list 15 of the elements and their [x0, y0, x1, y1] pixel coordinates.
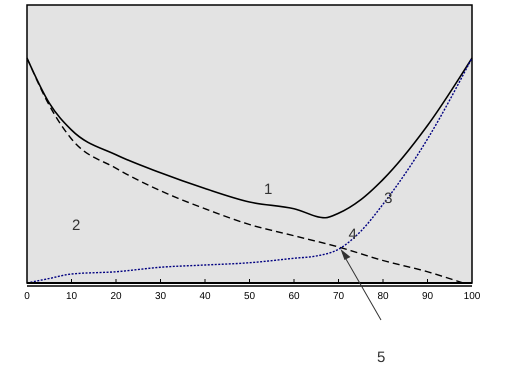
x-tick-label: 50 [244, 291, 256, 302]
x-tick-label: 0 [24, 291, 30, 302]
x-tick-label: 70 [332, 291, 344, 302]
x-tick-label: 60 [288, 291, 300, 302]
annotation: 2 [72, 217, 80, 234]
x-tick-label: 30 [154, 291, 166, 302]
x-tick-label: 80 [377, 291, 389, 302]
x-tick-label: 40 [199, 291, 211, 302]
x-tick-label: 10 [66, 291, 78, 302]
annotation: 4 [348, 226, 357, 243]
x-tick-label: 100 [464, 291, 481, 302]
x-tick-label: 20 [110, 291, 122, 302]
annotation: 1 [264, 181, 272, 198]
text: 5 [377, 349, 386, 366]
x-tick-label: 90 [422, 291, 434, 302]
